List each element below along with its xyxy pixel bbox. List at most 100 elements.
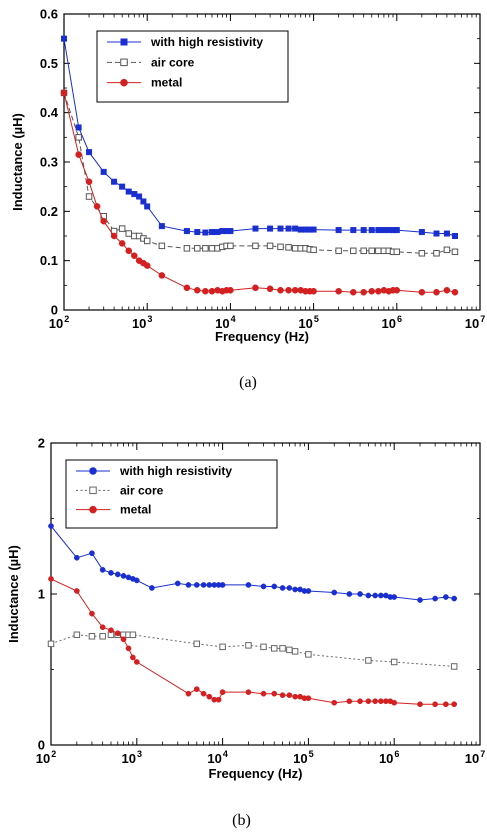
data-point (48, 576, 54, 582)
data-point (158, 242, 166, 250)
data-point (285, 225, 292, 232)
data-point (260, 583, 267, 590)
data-point (292, 586, 298, 593)
data-point (378, 592, 384, 599)
data-point (260, 643, 267, 651)
data-point (131, 252, 138, 260)
data-point (310, 226, 317, 233)
data-point (305, 695, 312, 702)
data-point (93, 203, 101, 210)
data-point (357, 591, 363, 597)
data-point (451, 248, 459, 256)
data-point (120, 636, 127, 643)
data-point (158, 223, 165, 230)
data-point (267, 225, 274, 232)
data-point (130, 654, 136, 661)
series-1 (47, 631, 458, 670)
data-point (378, 698, 384, 705)
legend-marker (89, 486, 97, 495)
data-point (450, 663, 458, 670)
y-tick-label: 0.3 (40, 155, 58, 170)
legend-label: air core (120, 483, 164, 497)
x-tick-label: 102 (49, 314, 69, 331)
data-point (149, 585, 155, 591)
data-point (391, 594, 398, 600)
data-point (443, 701, 449, 708)
data-point (143, 237, 151, 245)
chart-panel-1: 0 1 2 102 103 104 105 106 107 Frequency (Hz) Induc… (6, 436, 485, 830)
y-axis-label: Inductance (µH) (10, 113, 25, 211)
data-point (245, 582, 252, 588)
data-point (200, 690, 207, 697)
legend: with high resistivity air core metal (96, 30, 289, 103)
data-point (443, 246, 451, 254)
data-point (285, 286, 292, 294)
data-point (129, 631, 137, 639)
data-point (219, 582, 226, 588)
data-point (291, 648, 299, 655)
data-point (291, 245, 299, 252)
data-point (206, 582, 213, 588)
y-tick-label: 2 (38, 436, 45, 451)
data-point (75, 124, 82, 131)
data-point (372, 592, 379, 599)
data-point (140, 198, 147, 205)
data-point (114, 630, 121, 637)
data-point (277, 225, 284, 232)
data-point (331, 699, 338, 706)
y-tick-label: 0.4 (40, 105, 59, 120)
data-point (100, 168, 107, 175)
data-point (335, 287, 342, 295)
legend-label: metal (151, 76, 182, 90)
x-tick-label: 105 (293, 749, 313, 766)
data-point (350, 247, 357, 255)
data-point (120, 573, 127, 579)
legend-marker (89, 467, 97, 475)
data-point (393, 286, 401, 294)
data-point (119, 183, 126, 190)
data-point (85, 178, 93, 186)
data-point (185, 582, 192, 588)
data-point (451, 288, 459, 296)
data-point (279, 645, 286, 652)
data-point (433, 230, 440, 237)
x-tick-label: 103 (122, 749, 142, 766)
data-point (194, 229, 201, 236)
data-point (194, 245, 201, 252)
x-tick-label: 104 (207, 749, 227, 766)
data-point (443, 230, 450, 237)
legend-box (96, 30, 289, 103)
figure-caption: (b) (232, 812, 251, 829)
data-point (193, 686, 200, 692)
y-tick-label: 0.1 (40, 253, 58, 268)
data-point (202, 245, 209, 252)
data-point (47, 640, 55, 648)
data-point (443, 286, 451, 294)
legend-label: with high resistivity (150, 35, 263, 49)
data-point (310, 246, 317, 254)
x-tick-label: 107 (465, 749, 485, 766)
data-point (75, 134, 82, 141)
data-point (193, 286, 201, 294)
data-point (286, 692, 293, 699)
data-point (133, 577, 140, 584)
x-tick-label: 106 (382, 314, 402, 331)
legend-entry: metal (107, 76, 182, 90)
data-point (305, 651, 312, 658)
data-point (432, 701, 438, 708)
data-point (417, 701, 423, 708)
data-point (375, 227, 382, 234)
data-point (360, 247, 367, 255)
y-tick-label: 0.6 (40, 7, 58, 22)
data-point (185, 690, 192, 697)
data-point (158, 272, 166, 279)
data-point (227, 228, 234, 235)
data-point (125, 645, 132, 652)
data-point (219, 643, 226, 651)
data-point (393, 248, 401, 256)
series-line (50, 525, 455, 601)
series-0 (61, 35, 458, 239)
data-point (305, 588, 312, 594)
y-tick-label: 0.5 (40, 56, 58, 71)
